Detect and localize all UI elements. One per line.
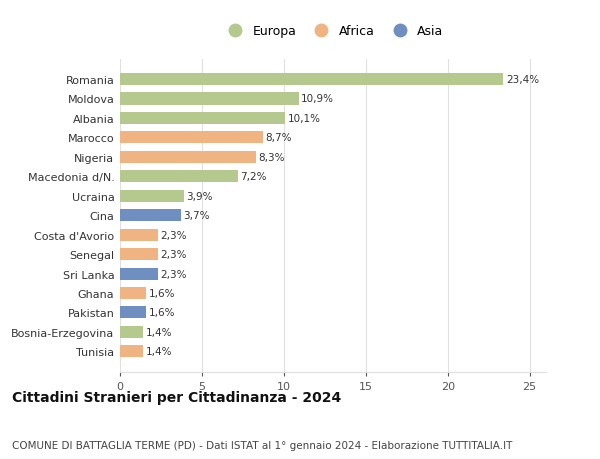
- Bar: [120, 229, 158, 241]
- Text: 3,7%: 3,7%: [183, 211, 209, 221]
- Text: 8,3%: 8,3%: [259, 152, 285, 162]
- Text: 2,3%: 2,3%: [160, 269, 187, 279]
- Bar: [120, 210, 181, 222]
- Bar: [120, 287, 146, 299]
- Bar: [120, 74, 503, 86]
- Bar: [120, 268, 158, 280]
- Bar: [120, 248, 158, 261]
- Text: 1,6%: 1,6%: [149, 308, 175, 318]
- Bar: [120, 307, 146, 319]
- Text: 23,4%: 23,4%: [506, 75, 539, 85]
- Text: 1,6%: 1,6%: [149, 288, 175, 298]
- Text: 3,9%: 3,9%: [187, 191, 213, 202]
- Text: COMUNE DI BATTAGLIA TERME (PD) - Dati ISTAT al 1° gennaio 2024 - Elaborazione TU: COMUNE DI BATTAGLIA TERME (PD) - Dati IS…: [12, 440, 512, 450]
- Legend: Europa, Africa, Asia: Europa, Africa, Asia: [223, 25, 443, 38]
- Text: Cittadini Stranieri per Cittadinanza - 2024: Cittadini Stranieri per Cittadinanza - 2…: [12, 390, 341, 404]
- Bar: [120, 190, 184, 202]
- Text: 1,4%: 1,4%: [145, 327, 172, 337]
- Text: 1,4%: 1,4%: [145, 347, 172, 357]
- Bar: [120, 346, 143, 358]
- Text: 2,3%: 2,3%: [160, 250, 187, 259]
- Bar: [120, 171, 238, 183]
- Bar: [120, 326, 143, 338]
- Bar: [120, 93, 299, 105]
- Text: 10,9%: 10,9%: [301, 94, 334, 104]
- Text: 10,1%: 10,1%: [288, 114, 321, 123]
- Text: 2,3%: 2,3%: [160, 230, 187, 240]
- Text: 7,2%: 7,2%: [241, 172, 267, 182]
- Bar: [120, 112, 286, 125]
- Text: 8,7%: 8,7%: [265, 133, 292, 143]
- Bar: [120, 151, 256, 163]
- Bar: [120, 132, 263, 144]
